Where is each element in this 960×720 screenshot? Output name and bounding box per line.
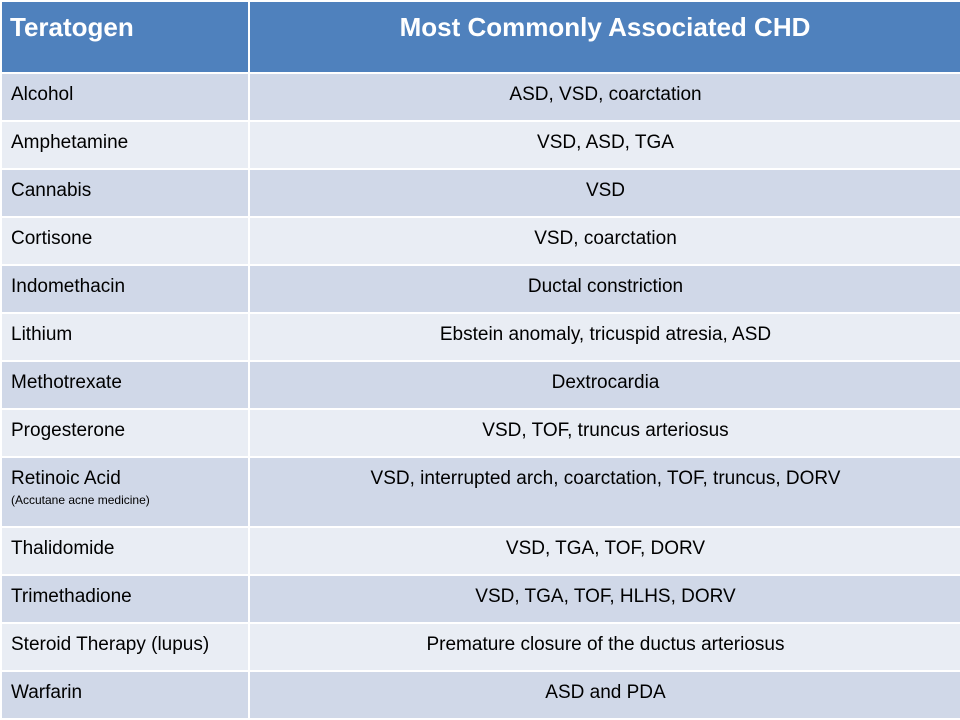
chd-cell: VSD, ASD, TGA [248,120,960,170]
chd-cell: Ductal constriction [248,264,960,314]
table-row: Warfarin ASD and PDA [0,670,960,720]
teratogen-cell: Cannabis [0,168,250,218]
teratogen-name: Retinoic Acid [11,468,121,489]
chd-cell: Ebstein anomaly, tricuspid atresia, ASD [248,312,960,362]
table-row: Indomethacin Ductal constriction [0,264,960,314]
table-row: Steroid Therapy (lupus) Premature closur… [0,622,960,672]
chd-cell: VSD, interrupted arch, coarctation, TOF,… [248,456,960,528]
chd-cell: VSD, TGA, TOF, DORV [248,526,960,576]
chd-cell: VSD, coarctation [248,216,960,266]
chd-cell: VSD, TGA, TOF, HLHS, DORV [248,574,960,624]
table-row: Lithium Ebstein anomaly, tricuspid atres… [0,312,960,362]
teratogen-cell: Methotrexate [0,360,250,410]
chd-cell: Premature closure of the ductus arterios… [248,622,960,672]
teratogen-cell: Alcohol [0,72,250,122]
table-row: Methotrexate Dextrocardia [0,360,960,410]
column-header-chd: Most Commonly Associated CHD [248,0,960,74]
teratogen-cell: Lithium [0,312,250,362]
teratogen-cell: Steroid Therapy (lupus) [0,622,250,672]
table-header-row: Teratogen Most Commonly Associated CHD [0,0,960,74]
chd-cell: VSD [248,168,960,218]
chd-cell: VSD, TOF, truncus arteriosus [248,408,960,458]
table-row: Amphetamine VSD, ASD, TGA [0,120,960,170]
teratogen-cell: Warfarin [0,670,250,720]
teratogen-cell: Progesterone [0,408,250,458]
teratogen-cell: Cortisone [0,216,250,266]
chd-cell: Dextrocardia [248,360,960,410]
table-row: Progesterone VSD, TOF, truncus arteriosu… [0,408,960,458]
teratogen-note: (Accutane acne medicine) [11,493,150,507]
teratogen-cell: Thalidomide [0,526,250,576]
column-header-teratogen: Teratogen [0,0,250,74]
teratogen-cell: Amphetamine [0,120,250,170]
teratogen-cell: Retinoic Acid (Accutane acne medicine) [0,456,250,528]
teratogen-cell: Indomethacin [0,264,250,314]
table-row: Trimethadione VSD, TGA, TOF, HLHS, DORV [0,574,960,624]
teratogen-cell: Trimethadione [0,574,250,624]
table-row: Thalidomide VSD, TGA, TOF, DORV [0,526,960,576]
chd-cell: ASD, VSD, coarctation [248,72,960,122]
chd-cell: ASD and PDA [248,670,960,720]
table-row: Retinoic Acid (Accutane acne medicine) V… [0,456,960,528]
table-row: Alcohol ASD, VSD, coarctation [0,72,960,122]
table-row: Cortisone VSD, coarctation [0,216,960,266]
table-row: Cannabis VSD [0,168,960,218]
